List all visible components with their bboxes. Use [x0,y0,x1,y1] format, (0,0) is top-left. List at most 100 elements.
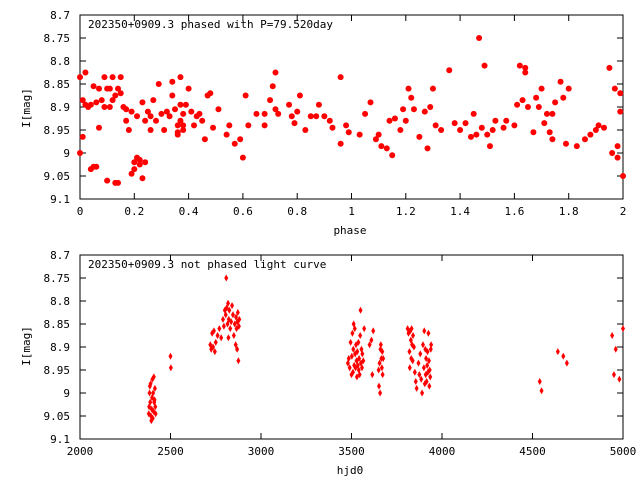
phased-data-point [196,110,203,117]
unphased-y-tick-label: 8.9 [50,341,70,354]
unphased-data-point [350,329,355,337]
unphased-data-point [211,343,216,351]
phased-x-tick-label: 0.2 [124,205,144,218]
phased-data-point [136,156,143,163]
unphased-data-point [153,403,158,411]
unphased-x-tick-label: 2500 [157,445,184,458]
unphased-data-point [358,306,363,314]
phased-data-point [329,124,336,131]
unphased-data-point [418,350,423,358]
phased-data-point [177,74,184,81]
phased-x-tick-label: 2 [620,205,627,218]
unphased-data-point [426,357,431,365]
unphased-data-point [380,348,385,356]
unphased-data-point [219,334,224,342]
unphased-data-point [411,332,416,339]
unphased-y-tick-label: 9 [63,387,70,400]
phased-data-point [614,154,621,161]
phased-data-point [106,85,113,92]
phased-y-tick-label: 8.9 [50,101,70,114]
unphased-data-point [425,348,430,356]
phased-x-tick-label: 1.4 [450,205,470,218]
unphased-data-points [146,274,625,425]
unphased-data-point [347,364,352,372]
phased-data-point [511,122,518,129]
unphased-data-point [217,325,222,333]
unphased-data-point [379,364,384,372]
unphased-data-point [168,352,173,360]
unphased-data-point [232,320,237,328]
phased-data-point [362,110,369,117]
unphased-data-point [424,378,429,385]
phased-data-point [139,99,146,106]
unphased-data-point [223,311,228,319]
phased-y-tick-label: 9.1 [50,193,70,206]
unphased-data-point [377,359,382,367]
unphased-data-point [416,359,421,367]
unphased-data-point [428,373,433,381]
phased-data-point [467,133,474,140]
phased-data-point [476,35,483,41]
unphased-data-point [354,373,359,381]
phased-data-point [158,110,165,117]
unphased-data-point [613,345,618,353]
phased-data-point [432,122,439,129]
phased-data-point [131,166,138,173]
phased-y-tick-label: 9.05 [44,170,71,183]
phased-data-point [82,69,89,76]
phased-data-point [286,101,293,108]
unphased-data-point [426,329,431,337]
phased-y-tick-label: 8.85 [44,78,71,91]
phased-data-point [617,108,624,115]
phased-data-point [315,101,322,108]
phased-x-tick-label: 0 [77,205,84,218]
unphased-data-point [237,315,242,323]
phased-data-point [587,131,594,138]
unphased-data-point [230,311,235,319]
unphased-y-tick-label: 9.1 [50,433,70,446]
unphased-data-point [610,332,615,339]
unphased-data-point [555,348,560,356]
unphased-data-point [411,343,416,351]
phased-data-point [90,83,97,90]
unphased-data-point [358,332,363,339]
phased-data-point [96,85,103,92]
unphased-y-tick-label: 9.05 [44,410,71,423]
phased-data-point [163,108,170,115]
unphased-data-point [226,334,231,342]
phased-x-tick-label: 0.4 [179,205,199,218]
phased-data-point [161,127,168,133]
phased-data-point [486,143,493,150]
unphased-data-point [561,352,566,360]
unphased-data-point [377,382,382,390]
phased-data-point [375,131,382,138]
phased-data-point [272,106,279,113]
phased-data-point [391,115,398,122]
phased-data-point [155,81,162,87]
phased-x-tick-label: 1.8 [559,205,579,218]
unphased-data-point [224,274,229,282]
phased-chart: 8.7 8.75 8.8 8.85 8.9 8.95 9 9.05 9.1 0 0.2 0.4 0.6… [20,9,626,237]
phased-data-point [345,129,352,136]
phased-data-point [245,122,252,129]
phased-data-points [77,35,626,186]
unphased-data-point [429,341,434,349]
unphased-x-tick-label: 3500 [338,445,365,458]
phased-data-point [150,97,157,104]
unphased-data-point [346,355,351,362]
phased-data-point [530,129,537,136]
phased-data-point [617,90,624,97]
phased-data-point [177,117,184,124]
unphased-data-point [371,327,376,335]
unphased-data-point [228,325,233,333]
phased-data-point [77,150,83,156]
phased-data-point [481,62,488,69]
phased-data-point [535,104,542,110]
phased-data-point [101,74,108,81]
unphased-data-point [150,414,155,422]
phased-data-point [313,113,320,120]
phased-data-point [294,108,301,115]
phased-x-tick-label: 0.8 [287,205,307,218]
phased-y-tick-label: 8.8 [50,55,70,68]
unphased-data-point [153,410,158,418]
